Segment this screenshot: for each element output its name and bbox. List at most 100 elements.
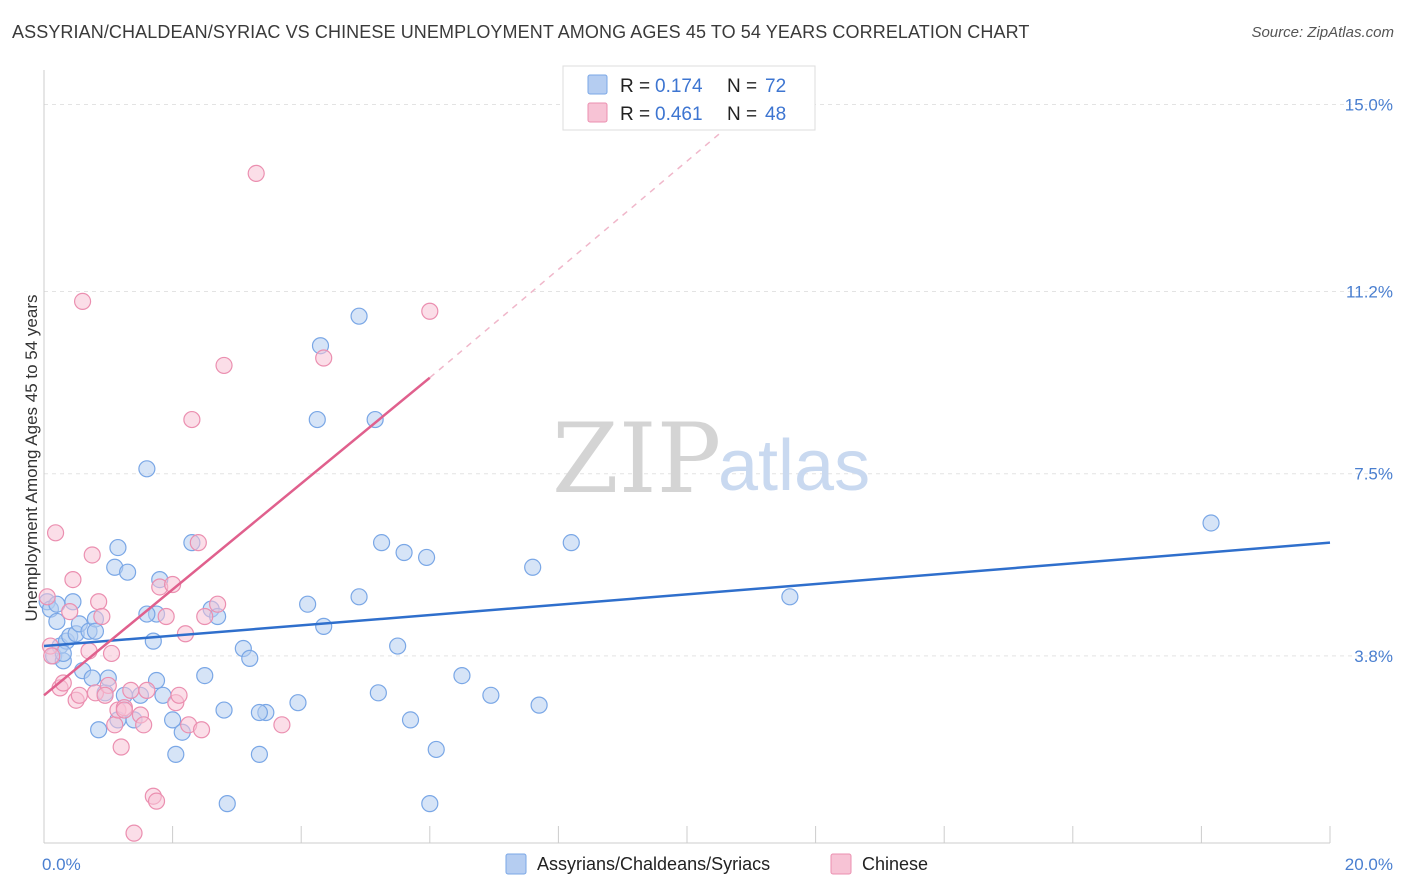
data-point: [90, 721, 108, 739]
data-point: [189, 534, 207, 552]
data-point: [138, 681, 156, 699]
data-point: [115, 701, 133, 719]
correlation-legend: R = 0.174 N = 72 R = 0.461 N = 48: [562, 65, 816, 131]
data-point: [215, 701, 233, 719]
data-point: [138, 605, 156, 623]
data-point: [192, 721, 211, 739]
legend-swatch-chinese: [587, 102, 608, 123]
data-point: [530, 696, 548, 714]
data-point: [421, 302, 439, 320]
data-point: [70, 686, 88, 704]
y-tick-label: 3.8%: [1354, 647, 1393, 666]
data-point: [93, 607, 111, 626]
data-point: [83, 546, 101, 564]
data-point: [289, 694, 307, 712]
watermark-atlas: atlas: [718, 426, 870, 506]
gridlines: [44, 103, 1392, 657]
chart-title: ASSYRIAN/CHALDEAN/SYRIAC VS CHINESE UNEM…: [12, 22, 1030, 42]
data-point: [73, 292, 92, 311]
y-axis-label: Unemployment Among Ages 45 to 54 years: [22, 295, 41, 622]
data-point: [350, 307, 368, 325]
data-point: [562, 534, 580, 552]
data-point: [43, 647, 61, 665]
data-point: [299, 595, 317, 613]
data-point: [157, 607, 175, 626]
watermark: ZIP atlas: [552, 403, 870, 515]
legend-n-label-0: N =: [727, 76, 757, 97]
data-point: [273, 716, 291, 734]
data-point: [1202, 514, 1220, 532]
data-point: [138, 460, 156, 478]
legend-r-value-0: 0.174: [655, 76, 703, 97]
trend-line-chinese: [43, 376, 431, 697]
data-point: [144, 632, 162, 650]
data-point: [106, 716, 124, 734]
data-point: [241, 649, 259, 667]
trend-lines: [43, 133, 1331, 697]
data-point: [218, 795, 236, 813]
bottom-legend-swatch-assyrians: [505, 853, 527, 875]
x-tick-label: 0.0%: [42, 855, 81, 874]
data-point: [112, 738, 130, 756]
data-point: [417, 548, 436, 567]
data-point: [38, 588, 56, 606]
legend-n-value-0: 72: [765, 76, 786, 97]
bottom-legend-swatch-chinese: [830, 853, 852, 875]
data-point: [350, 588, 368, 606]
data-point: [96, 686, 114, 704]
data-point: [183, 410, 201, 429]
legend-n-label-1: N =: [727, 104, 757, 125]
data-point: [369, 684, 387, 702]
data-point: [54, 674, 72, 692]
data-point: [48, 612, 66, 631]
y-tick-label: 11.2%: [1346, 283, 1393, 302]
watermark-zip: ZIP: [552, 403, 721, 515]
data-point: [215, 356, 233, 375]
legend-r-value-1: 0.461: [655, 104, 703, 125]
trend-line-assyrians: [43, 541, 1331, 648]
data-point: [125, 824, 143, 842]
data-point: [170, 686, 188, 704]
data-point: [135, 716, 153, 734]
data-point: [83, 669, 101, 687]
data-point: [61, 602, 79, 621]
data-point: [524, 558, 542, 576]
y-tick-label: 15.0%: [1345, 95, 1393, 114]
series-legend: Assyrians/Chaldeans/Syriacs Chinese: [505, 853, 928, 875]
data-point: [196, 607, 214, 626]
y-tick-labels: 3.8% 7.5% 11.2% 15.0%: [1345, 95, 1393, 665]
bottom-legend-label-chinese: Chinese: [862, 854, 928, 874]
data-point: [395, 543, 413, 562]
data-point: [122, 681, 140, 699]
data-point: [250, 703, 269, 722]
bottom-legend-label-assyrians: Assyrians/Chaldeans/Syriacs: [537, 854, 770, 874]
series-assyrians-points: [38, 307, 1220, 813]
data-point: [46, 524, 65, 542]
data-point: [90, 593, 108, 611]
data-point: [86, 622, 105, 640]
axes: [43, 70, 1331, 844]
data-point: [196, 666, 214, 685]
data-point: [118, 563, 137, 581]
data-point: [250, 745, 269, 763]
data-point: [167, 745, 185, 763]
data-point: [64, 570, 82, 589]
data-point: [247, 164, 265, 182]
data-point: [80, 642, 98, 660]
trend-line-chinese-extrapolated: [429, 133, 720, 379]
source-label: Source: ZipAtlas.com: [1251, 24, 1394, 41]
data-point: [389, 637, 407, 655]
data-point: [109, 538, 127, 557]
data-point: [372, 534, 391, 552]
data-point: [164, 575, 182, 594]
x-tick-label: 20.0%: [1345, 855, 1393, 874]
legend-r-label-1: R =: [620, 104, 650, 125]
data-point: [453, 666, 471, 685]
data-point: [366, 410, 384, 429]
legend-n-value-1: 48: [765, 104, 786, 125]
data-point: [147, 792, 166, 810]
x-tick-labels: 0.0% 20.0%: [42, 855, 1393, 874]
legend-swatch-assyrians: [587, 74, 608, 95]
data-point: [164, 711, 182, 729]
